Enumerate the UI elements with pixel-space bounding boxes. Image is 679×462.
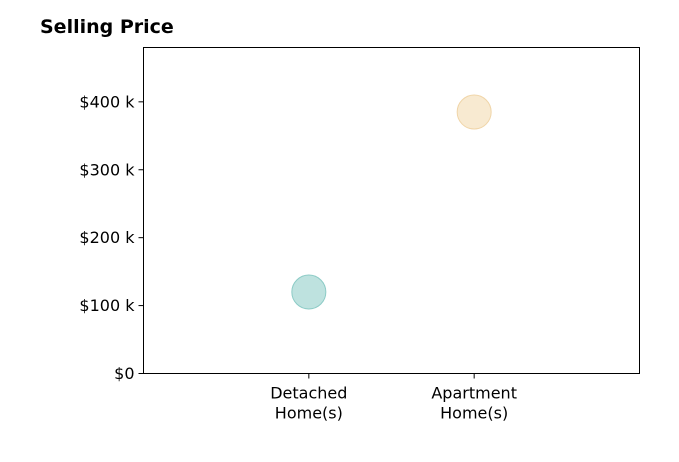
y-tick-label: $300 k [79,160,135,179]
data-point [291,274,327,310]
y-tick-label: $100 k [79,296,135,315]
data-point [456,94,492,130]
points-layer [291,94,492,310]
y-tick-label: $0 [114,364,134,383]
x-tick-label: Detached Home(s) [270,384,347,423]
x-tick-label: Apartment Home(s) [431,384,517,423]
y-axis: $0 $100 k $200 k $300 k $400 k [79,92,144,383]
y-tick-label: $200 k [79,228,135,247]
y-tick-label: $400 k [79,92,135,111]
plot-area-frame [143,47,640,374]
chart-title: Selling Price [40,16,174,38]
x-axis: Detached Home(s) Apartment Home(s) [270,373,517,423]
